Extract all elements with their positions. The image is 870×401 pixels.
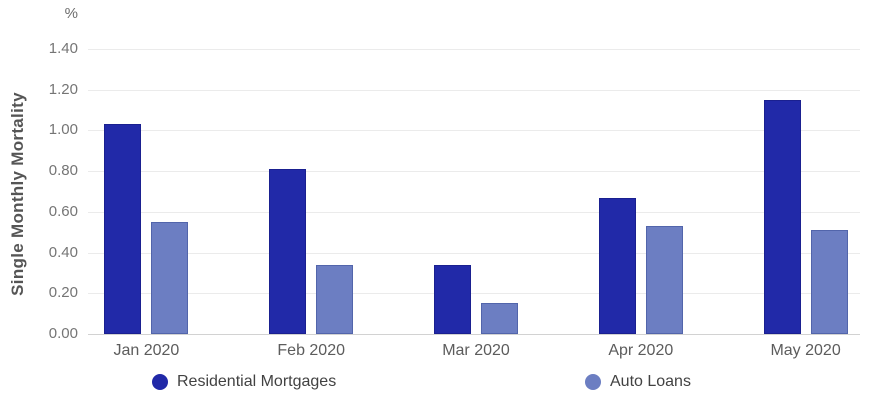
bar-group-mar-2020 <box>394 49 559 334</box>
bar-auto-loans-feb-2020[interactable] <box>316 264 354 334</box>
bar-residential-mortgages-feb-2020[interactable] <box>269 169 307 334</box>
legend-label: Auto Loans <box>610 373 691 390</box>
gridline <box>88 252 860 254</box>
x-tick-label-mar-2020: Mar 2020 <box>442 342 510 359</box>
gridline <box>88 130 860 132</box>
x-tick-label-may-2020: May 2020 <box>770 342 841 359</box>
legend-item-residential-mortgages[interactable]: Residential Mortgages <box>152 371 336 393</box>
legend-label: Residential Mortgages <box>177 373 337 390</box>
x-tick-label-jan-2020: Jan 2020 <box>113 342 180 359</box>
y-tick-label: 0.40 <box>48 243 78 261</box>
x-tick-label-feb-2020: Feb 2020 <box>277 342 345 359</box>
x-axis-baseline <box>88 334 860 335</box>
x-tick-label-apr-2020: Apr 2020 <box>608 342 674 359</box>
y-tick-label: 0.00 <box>48 325 78 342</box>
gridline <box>88 293 860 295</box>
bar-residential-mortgages-apr-2020[interactable] <box>598 197 636 334</box>
bar-group-apr-2020 <box>558 49 723 334</box>
bar-residential-mortgages-may-2020[interactable] <box>763 99 801 334</box>
bar-group-feb-2020 <box>229 49 394 334</box>
x-axis-labels: Jan 2020 Feb 2020 Mar 2020 Apr 2020 May 2020 <box>64 342 870 360</box>
bar-residential-mortgages-mar-2020[interactable] <box>433 264 471 334</box>
y-tick-label: 1.00 <box>48 121 78 139</box>
y-tick-label: 0.80 <box>48 162 78 180</box>
gridline <box>88 171 860 173</box>
bar-residential-mortgages-jan-2020[interactable] <box>104 124 142 334</box>
y-tick-label: 0.20 <box>48 284 78 302</box>
percent-unit-label: % <box>64 5 78 22</box>
bar-group-jan-2020 <box>64 49 229 334</box>
bar-auto-loans-may-2020[interactable] <box>810 230 848 334</box>
bar-auto-loans-jan-2020[interactable] <box>151 222 189 334</box>
gridline <box>88 89 860 91</box>
legend-swatch-residential-mortgages <box>152 374 168 390</box>
legend-item-auto-loans[interactable]: Auto Loans <box>585 371 691 393</box>
bar-group-may-2020 <box>723 49 870 334</box>
gridline <box>88 49 860 50</box>
y-tick-label: 1.20 <box>48 80 78 98</box>
bars-layer <box>64 49 870 334</box>
y-tick-label: 1.40 <box>48 40 78 57</box>
y-tick-label: 0.60 <box>48 202 78 220</box>
y-axis-ticks: 0.00 0.20 0.40 0.60 0.80 1.00 1.20 1.40 <box>0 0 78 401</box>
gridline <box>88 211 860 213</box>
legend: Residential Mortgages Auto Loans <box>0 371 870 393</box>
plot-area <box>88 49 860 335</box>
legend-swatch-auto-loans <box>585 374 601 390</box>
bar-auto-loans-mar-2020[interactable] <box>480 303 518 334</box>
bar-auto-loans-apr-2020[interactable] <box>645 226 683 334</box>
